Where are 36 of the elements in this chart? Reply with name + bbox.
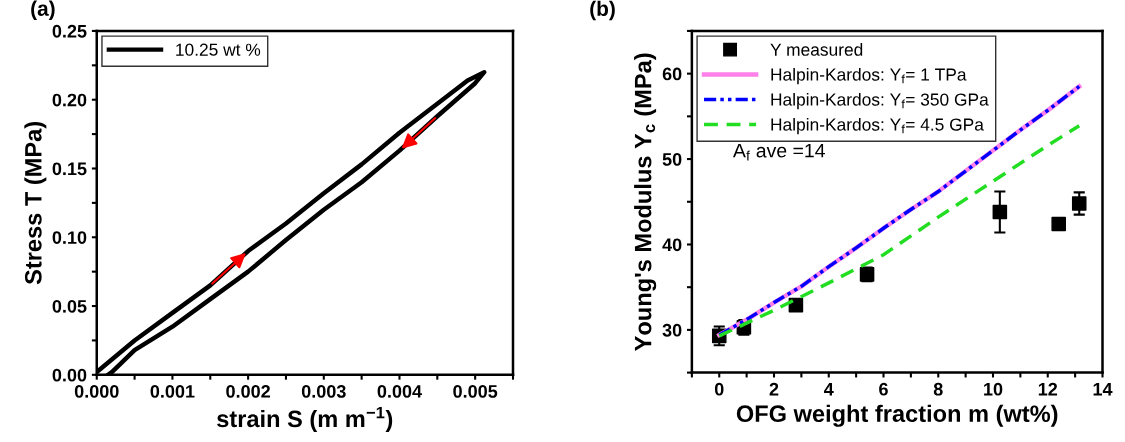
y-tick-label: 0.10 (52, 231, 87, 244)
x-axis-title: OFG weight fraction m (wt%) (736, 404, 1058, 427)
legend-label: 10.25 wt % (176, 43, 261, 56)
y-tick-label: 60 (662, 67, 682, 81)
x-tick-label: 2 (769, 382, 779, 396)
legend-label: Halpin-Kardos: Y$_{f}$= 4.5 GPa (771, 117, 984, 135)
y-tick-label: 50 (662, 153, 682, 166)
y-axis-title: Young's Modulus Y$_{c}$ (MPa) (634, 53, 657, 351)
x-tick-label: 0.005 (453, 385, 498, 398)
x-tick-label: 10 (984, 382, 1003, 396)
y-tick-label: 0.00 (52, 368, 87, 382)
x-tick-label: 0.000 (74, 385, 119, 398)
y-axis-title: Stress T (MPa) (24, 122, 47, 285)
y-tick-label: 0.05 (52, 299, 87, 313)
legend-label: Halpin-Kardos: Y$_{f}$= 350 GPa (771, 92, 989, 110)
chart-title: (b) (590, 0, 615, 21)
x-tick-label: 0.001 (150, 385, 195, 398)
x-tick-label: 6 (879, 382, 888, 396)
x-tick-label: 0 (714, 382, 724, 396)
legend-label: Halpin-Kardos: Y$_{f}$= 1 TPa (771, 67, 967, 85)
x-tick-label: 0.002 (226, 385, 270, 398)
y-tick-label: 0.20 (52, 93, 87, 107)
legend-label: Y measured (770, 43, 863, 56)
chart-title: (a) (31, 0, 55, 21)
y-tick-label: 0.25 (52, 24, 87, 38)
y-tick-label: 40 (662, 238, 682, 252)
x-axis-title: strain S (m m$^{−1}$) (217, 406, 393, 432)
x-tick-label: 14 (1093, 382, 1113, 396)
annotation: A$_{f}$ ave =14 (732, 143, 825, 161)
x-tick-label: 0.003 (301, 385, 346, 398)
y-tick-label: 0.15 (52, 162, 87, 176)
x-tick-label: 0.004 (377, 385, 422, 398)
x-tick-label: 8 (933, 382, 943, 396)
x-tick-label: 12 (1038, 382, 1058, 396)
y-tick-label: 30 (662, 323, 682, 337)
x-tick-label: 4 (824, 382, 834, 396)
